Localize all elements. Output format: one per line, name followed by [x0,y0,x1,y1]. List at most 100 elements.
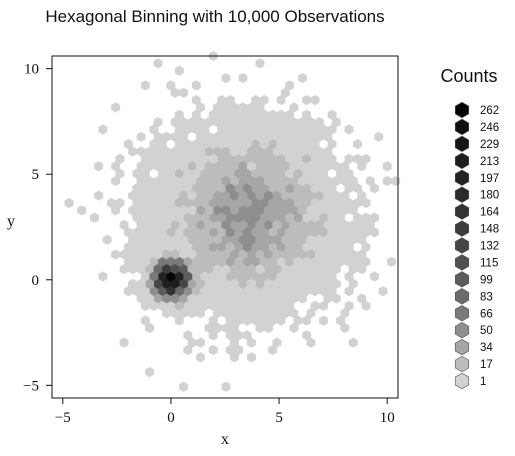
hex-bin [153,117,163,128]
hex-bin [297,293,307,304]
hex-bin [77,205,87,216]
hex-bin [123,227,133,238]
axes: −5 0 5 10 −5 0 5 10 [23,62,395,426]
hex-bin [259,300,269,312]
legend-swatch [454,101,470,119]
hex-bin [319,256,329,267]
legend-swatch [454,237,470,254]
hex-bin [306,337,316,348]
hex-bin [319,315,329,326]
legend-label: 197 [480,173,499,185]
hex-bin [196,161,205,172]
legend-label: 164 [480,207,500,219]
legend-swatch [454,288,470,305]
hex-bin [136,205,146,216]
legend-swatch [454,186,470,203]
hex-bin [145,175,155,187]
hex-bin [348,175,358,187]
hex-bin [170,264,180,275]
hex-bin [357,234,367,245]
hex-bin [187,190,197,201]
hex-bin [217,256,227,267]
hex-bin [344,124,354,135]
hex-bin [319,271,329,282]
y-tick-label: 5 [32,167,40,183]
hex-bin [191,80,201,91]
y-tick-label: 0 [32,273,40,289]
hex-bin [361,197,371,209]
hex-bin [183,241,193,253]
hex-bin [217,124,227,135]
hex-bin [344,271,354,282]
hex-bin [162,308,172,319]
hex-bin [272,249,282,260]
hex-bin [302,94,312,106]
hex-bin [111,249,121,260]
hex-bin [370,271,379,282]
hex-bin [234,344,244,356]
hex-bin [285,80,295,91]
hex-bin [217,94,227,106]
hex-bin [153,58,163,69]
hex-bin [204,131,214,142]
hex-bin [140,256,150,267]
hex-bin [234,315,244,326]
hex-bin [111,175,121,187]
hex-bin [136,278,146,289]
legend-swatch [454,254,470,271]
hex-bin [179,381,188,392]
legend: 262 246 229 213 197 180 164 148 132 115 99 83 66 50 34… [454,101,500,390]
hex-bin [157,183,167,194]
legend-label: 34 [480,342,493,354]
hex-bin [166,241,176,253]
hex-bin [102,234,112,245]
hex-bin [272,205,282,216]
legend-swatch [454,135,470,153]
hex-bin [289,322,299,334]
hex-bin [191,124,201,135]
hex-bin [208,344,218,356]
hex-bin [225,330,235,341]
hex-bin [255,58,265,69]
hex-bin [259,139,269,150]
hex-bin [179,161,188,172]
hex-bin [344,256,354,267]
hex-bin [310,286,320,297]
hex-bin [285,197,295,209]
y-axis-label: y [7,213,15,230]
hex-bin [136,131,146,142]
legend-swatch [454,338,470,356]
legend-label: 132 [480,241,499,253]
hex-bin [387,256,396,267]
hex-bin [246,175,256,187]
hex-bin [242,241,252,253]
legend-swatch [454,169,470,186]
hex-bin [319,168,329,179]
hex-bin [276,139,286,150]
hex-bin [255,219,265,231]
hex-bin [196,278,205,289]
hex-bin [293,124,303,135]
legend-label: 83 [480,291,493,303]
hex-bin [234,197,244,209]
legend-label: 213 [480,156,499,168]
hex-bin [149,197,159,209]
hex-bin [306,219,316,231]
hex-bin [170,175,180,187]
hex-bin [111,205,121,216]
legend-swatch [454,372,470,390]
hex-bin [183,344,193,356]
hex-bin [319,124,329,135]
hex-bin [289,161,299,172]
hex-bin [268,168,278,179]
hex-bin [140,300,150,312]
hex-bin [293,271,303,282]
hex-bin [208,153,218,165]
hex-bin [64,197,74,209]
hex-bin [340,234,350,245]
hex-bin [183,227,193,238]
hex-bin [357,264,367,275]
hex-bin [331,219,341,231]
hex-bin [140,153,150,165]
hex-bin [263,278,273,289]
